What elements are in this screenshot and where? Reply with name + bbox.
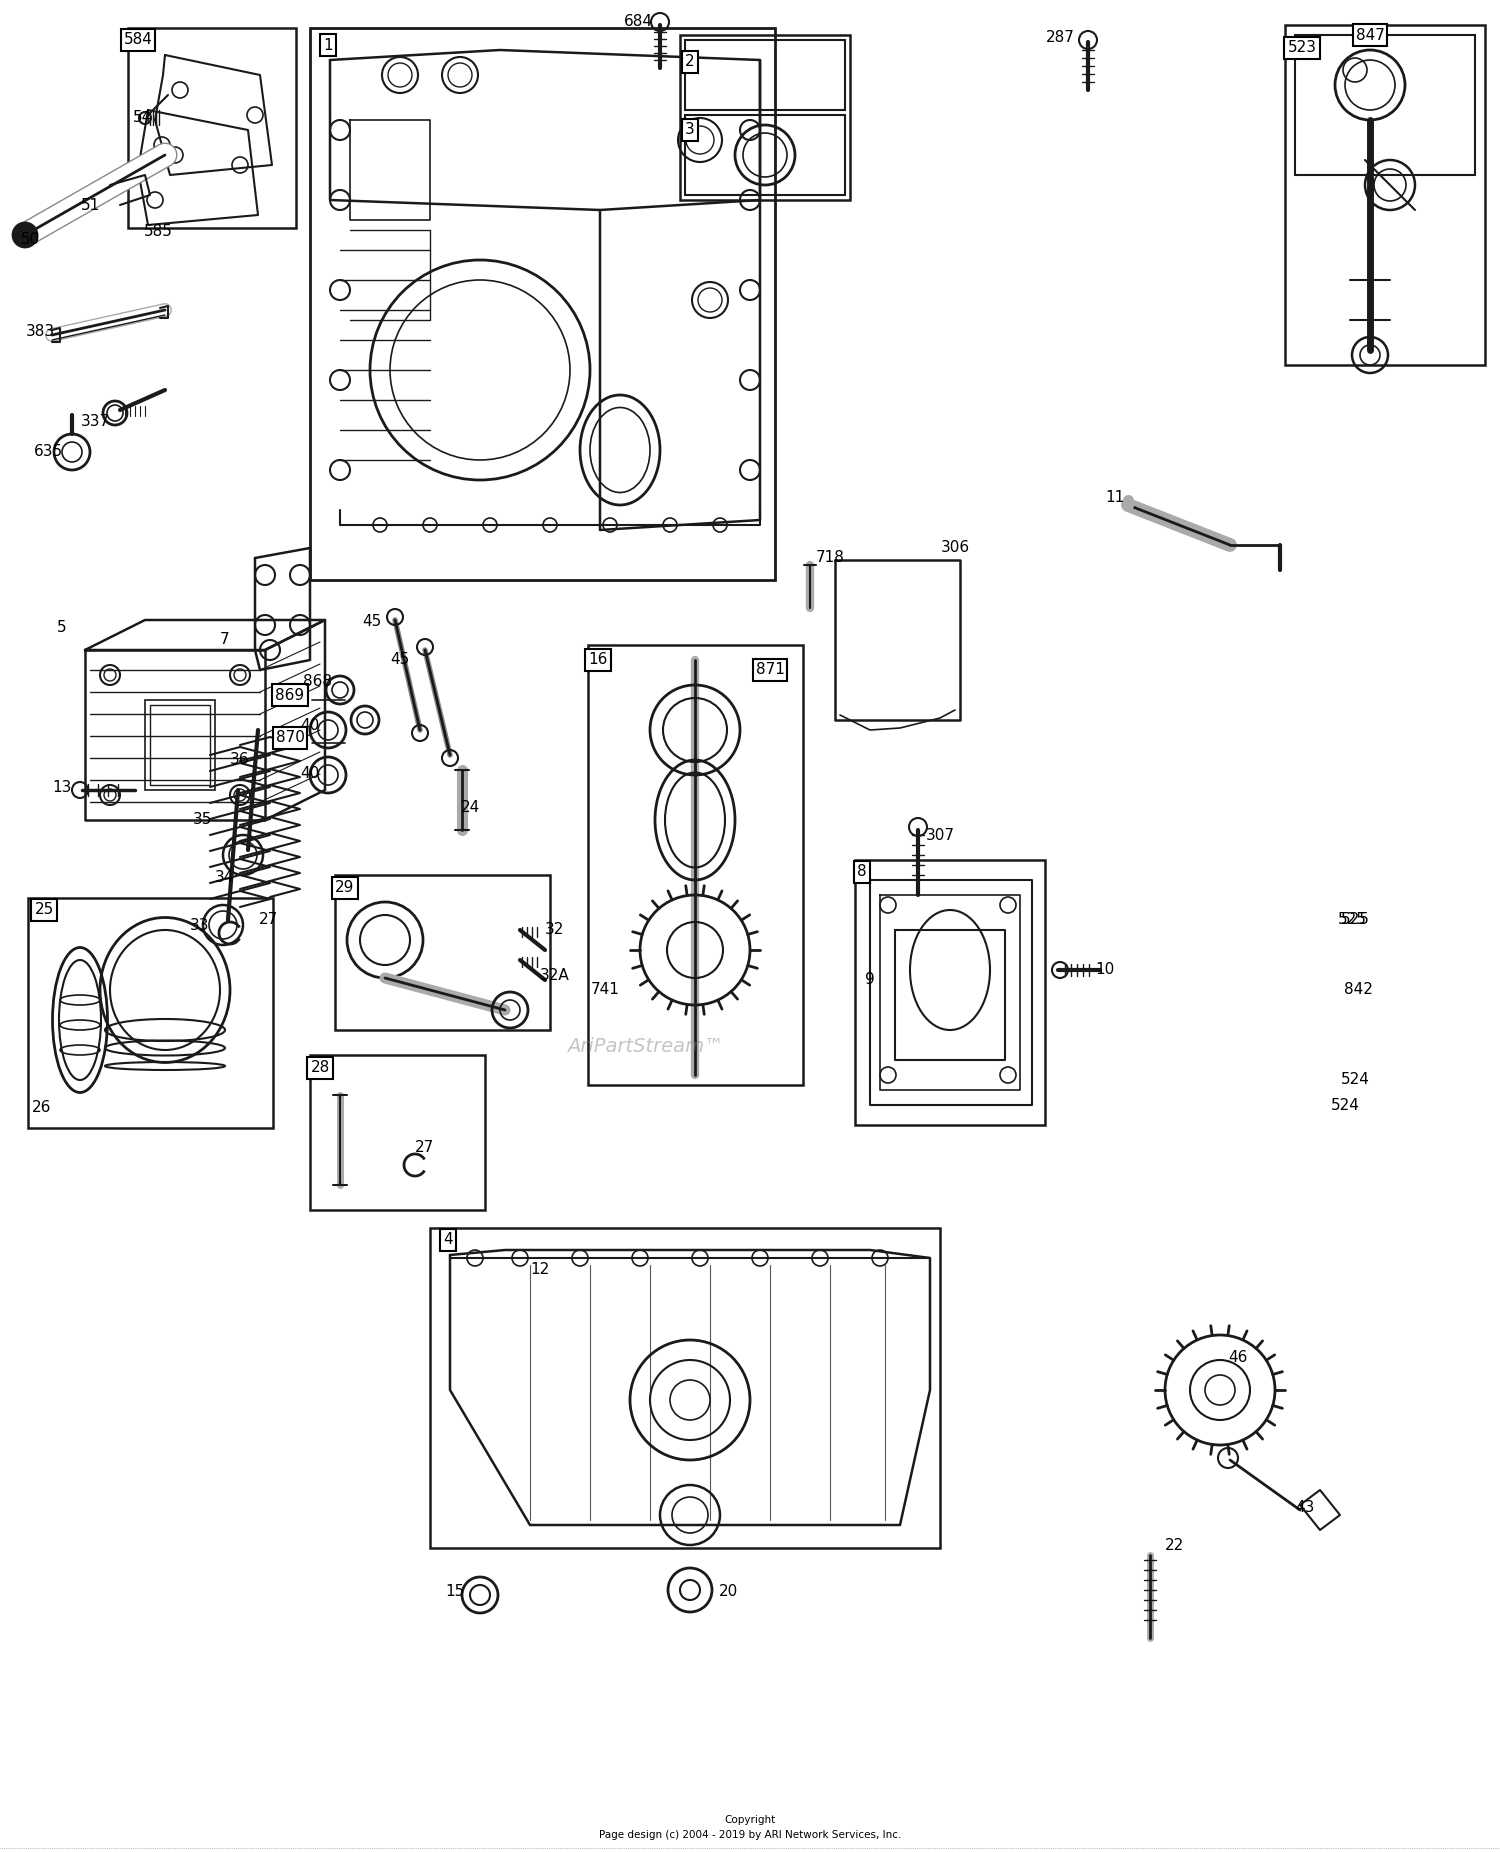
Text: 741: 741 <box>591 983 620 998</box>
Text: 8: 8 <box>856 865 867 880</box>
Text: 51: 51 <box>81 198 99 213</box>
Text: 36: 36 <box>231 752 249 767</box>
Text: 45: 45 <box>363 615 381 630</box>
Text: 584: 584 <box>123 33 153 48</box>
Text: 20: 20 <box>718 1585 738 1600</box>
Bar <box>1286 24 1485 365</box>
Text: 54: 54 <box>132 111 152 126</box>
Bar <box>588 644 802 1085</box>
Text: 337: 337 <box>81 415 110 430</box>
Text: 306: 306 <box>940 541 969 556</box>
Text: 32A: 32A <box>540 967 570 983</box>
Text: Copyright: Copyright <box>724 1815 776 1824</box>
Text: 46: 46 <box>1228 1350 1248 1365</box>
Text: 45: 45 <box>390 652 410 667</box>
Text: 1: 1 <box>322 37 333 52</box>
Bar <box>28 898 273 1128</box>
Text: 29: 29 <box>336 880 354 896</box>
Bar <box>686 41 844 109</box>
Text: 4: 4 <box>442 1232 453 1248</box>
Text: 7: 7 <box>220 633 230 648</box>
Text: 868: 868 <box>303 674 333 689</box>
Text: 26: 26 <box>33 1100 51 1115</box>
Text: 27: 27 <box>416 1141 435 1156</box>
Text: AriPartStream™: AriPartStream™ <box>567 1037 723 1056</box>
Bar <box>310 28 776 580</box>
Text: 40: 40 <box>300 765 320 780</box>
Bar <box>128 28 296 228</box>
Text: 718: 718 <box>816 550 844 565</box>
Text: 34: 34 <box>216 870 234 885</box>
Text: 9: 9 <box>865 972 874 987</box>
Text: 383: 383 <box>26 324 54 339</box>
Text: 684: 684 <box>624 15 652 30</box>
Bar <box>686 115 844 194</box>
Text: 635: 635 <box>33 444 63 459</box>
Text: 22: 22 <box>1166 1537 1185 1552</box>
Bar <box>334 874 550 1030</box>
Text: 24: 24 <box>460 800 480 815</box>
Text: 585: 585 <box>144 224 172 239</box>
Text: 15: 15 <box>446 1585 465 1600</box>
Text: 524: 524 <box>1330 1098 1359 1113</box>
Text: 12: 12 <box>531 1263 549 1278</box>
Text: 3: 3 <box>686 122 694 137</box>
Bar <box>310 1056 484 1209</box>
Bar <box>430 1228 940 1548</box>
Text: 33: 33 <box>190 917 210 933</box>
Text: 842: 842 <box>1344 983 1372 998</box>
Text: 10: 10 <box>1095 963 1114 978</box>
Text: 525: 525 <box>1338 913 1366 928</box>
Text: 32: 32 <box>546 922 564 937</box>
Bar <box>1294 35 1474 174</box>
Text: 870: 870 <box>276 730 304 746</box>
Text: 523: 523 <box>1287 41 1317 56</box>
Bar <box>680 35 850 200</box>
Text: 13: 13 <box>53 780 72 796</box>
Text: Page design (c) 2004 - 2019 by ARI Network Services, Inc.: Page design (c) 2004 - 2019 by ARI Netwo… <box>598 1830 902 1841</box>
Text: 35: 35 <box>192 813 211 828</box>
Text: 2: 2 <box>686 54 694 70</box>
Text: 43: 43 <box>1296 1500 1314 1515</box>
Text: 25: 25 <box>34 902 54 917</box>
Text: 16: 16 <box>588 652 608 667</box>
Circle shape <box>13 222 38 246</box>
Text: 27: 27 <box>258 913 278 928</box>
Text: 287: 287 <box>1046 30 1074 46</box>
Text: 5: 5 <box>57 620 68 635</box>
Text: 28: 28 <box>310 1061 330 1076</box>
Text: 40: 40 <box>300 717 320 733</box>
Text: 871: 871 <box>756 663 784 678</box>
Bar <box>855 859 1046 1124</box>
Text: 524: 524 <box>1341 1072 1370 1087</box>
Bar <box>146 700 214 791</box>
Text: 847: 847 <box>1356 28 1384 43</box>
Text: 307: 307 <box>926 828 954 843</box>
Text: 11: 11 <box>1106 491 1125 506</box>
Bar <box>150 706 210 785</box>
Text: 525: 525 <box>1341 913 1370 928</box>
Text: 50: 50 <box>21 233 39 248</box>
Text: 869: 869 <box>276 687 304 702</box>
